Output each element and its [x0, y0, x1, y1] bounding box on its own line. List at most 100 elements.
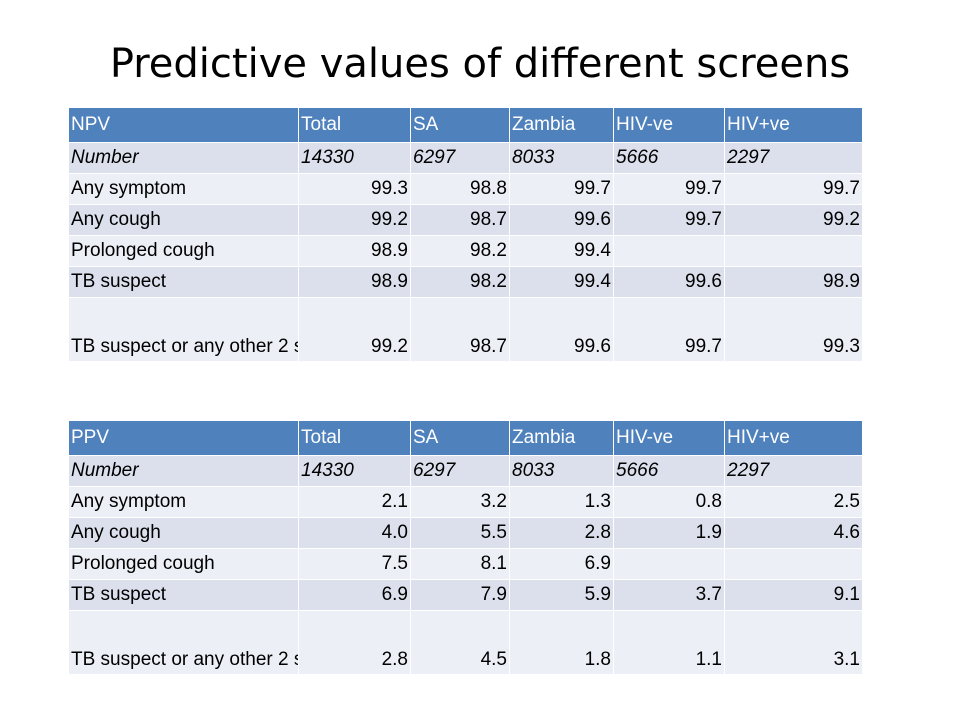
- table-cell: 99.3: [298, 173, 411, 205]
- row-label: TB suspect: [68, 266, 299, 298]
- table-header-row: PPV Total SA Zambia HIV-ve HIV+ve: [68, 420, 863, 456]
- table-cell: 99.2: [298, 297, 411, 362]
- table-cell: 4.6: [724, 517, 863, 549]
- table-cell: 14330: [298, 455, 411, 487]
- column-header: HIV+ve: [724, 107, 863, 143]
- column-header: HIV-ve: [613, 420, 725, 456]
- table-row: Any cough 99.2 98.7 99.6 99.7 99.2: [68, 204, 863, 236]
- column-header: SA: [410, 420, 510, 456]
- table-cell: 6.9: [509, 548, 614, 580]
- table-cell: 3.2: [410, 486, 510, 518]
- table-cell: 98.9: [298, 235, 411, 267]
- column-header: Total: [298, 107, 411, 143]
- table-cell: 1.1: [613, 610, 725, 675]
- table-cell: 3.1: [724, 610, 863, 675]
- table-cell: 98.8: [410, 173, 510, 205]
- table-cell: 4.5: [410, 610, 510, 675]
- table-cell: [613, 548, 725, 580]
- column-header: PPV: [68, 420, 299, 456]
- table-cell: 99.2: [298, 204, 411, 236]
- table-cell: 99.6: [509, 204, 614, 236]
- table-cell: 98.9: [298, 266, 411, 298]
- table-cell: 0.8: [613, 486, 725, 518]
- table-cell: 14330: [298, 142, 411, 174]
- row-label: Number: [68, 455, 299, 487]
- row-label: Number: [68, 142, 299, 174]
- table-cell: 5.9: [509, 579, 614, 611]
- table-cell: 99.4: [509, 266, 614, 298]
- table-row: TB suspect or any other 2 symptoms2.84.5…: [68, 610, 863, 675]
- table-cell: 99.7: [613, 173, 725, 205]
- table-cell: 1.3: [509, 486, 614, 518]
- table-cell: 99.7: [613, 297, 725, 362]
- table-cell: 98.9: [724, 266, 863, 298]
- column-header: SA: [410, 107, 510, 143]
- table-cell: 1.8: [509, 610, 614, 675]
- table-cell: [724, 235, 863, 267]
- number-row: Number 14330 6297 8033 5666 2297: [68, 455, 863, 487]
- npv-table: NPV Total SA Zambia HIV-ve HIV+ve Number 14330 6…: [68, 107, 863, 362]
- row-label: Any cough: [68, 517, 299, 549]
- table-cell: 2.8: [298, 610, 411, 675]
- column-header: Total: [298, 420, 411, 456]
- table-cell: 5666: [613, 142, 725, 174]
- table-cell: 99.7: [724, 173, 863, 205]
- table-cell: 98.2: [410, 235, 510, 267]
- table-cell: 99.6: [613, 266, 725, 298]
- table-cell: 7.5: [298, 548, 411, 580]
- table-cell: 1.9: [613, 517, 725, 549]
- table-row: Any symptom 2.1 3.2 1.3 0.8 2.5: [68, 486, 863, 518]
- table-cell: 99.3: [724, 297, 863, 362]
- table-cell: 6297: [410, 455, 510, 487]
- row-label: Prolonged cough: [68, 548, 299, 580]
- table-row: Prolonged cough 7.5 8.1 6.9: [68, 548, 863, 580]
- table-row: Any cough 4.0 5.5 2.8 1.9 4.6: [68, 517, 863, 549]
- table-cell: 9.1: [724, 579, 863, 611]
- column-header: Zambia: [509, 107, 614, 143]
- row-label: Prolonged cough: [68, 235, 299, 267]
- table-cell: 2297: [724, 142, 863, 174]
- table-cell: 2.1: [298, 486, 411, 518]
- table-cell: 6297: [410, 142, 510, 174]
- page-title: Predictive values of different screens: [109, 41, 851, 87]
- table-cell: 98.2: [410, 266, 510, 298]
- table-cell: 8033: [509, 142, 614, 174]
- row-label: TB suspect: [68, 579, 299, 611]
- row-label: Any cough: [68, 204, 299, 236]
- table-cell: 99.6: [509, 297, 614, 362]
- table-cell: 7.9: [410, 579, 510, 611]
- table-header-row: NPV Total SA Zambia HIV-ve HIV+ve: [68, 107, 863, 143]
- table-cell: 99.4: [509, 235, 614, 267]
- column-header: Zambia: [509, 420, 614, 456]
- column-header: NPV: [68, 107, 299, 143]
- table-row: Any symptom 99.3 98.8 99.7 99.7 99.7: [68, 173, 863, 205]
- table-cell: 6.9: [298, 579, 411, 611]
- table-cell: 99.2: [724, 204, 863, 236]
- table-cell: 4.0: [298, 517, 411, 549]
- row-label: Any symptom: [68, 173, 299, 205]
- table-cell: 5666: [613, 455, 725, 487]
- row-label: TB suspect or any other 2 symptoms: [68, 297, 299, 362]
- table-cell: [613, 235, 725, 267]
- column-header: HIV+ve: [724, 420, 863, 456]
- number-row: Number 14330 6297 8033 5666 2297: [68, 142, 863, 174]
- column-header: HIV-ve: [613, 107, 725, 143]
- table-cell: 99.7: [509, 173, 614, 205]
- table-cell: 2.5: [724, 486, 863, 518]
- table-cell: 8033: [509, 455, 614, 487]
- row-label: TB suspect or any other 2 symptoms: [68, 610, 299, 675]
- row-label: Any symptom: [68, 486, 299, 518]
- table-cell: 3.7: [613, 579, 725, 611]
- table-cell: 8.1: [410, 548, 510, 580]
- table-row: TB suspect or any other 2 symptoms99.298…: [68, 297, 863, 362]
- table-cell: 99.7: [613, 204, 725, 236]
- table-row: TB suspect 6.9 7.9 5.9 3.7 9.1: [68, 579, 863, 611]
- ppv-table: PPV Total SA Zambia HIV-ve HIV+ve Number 14330 6…: [68, 420, 863, 675]
- table-cell: 98.7: [410, 297, 510, 362]
- table-cell: 2.8: [509, 517, 614, 549]
- table-row: TB suspect 98.9 98.2 99.4 99.6 98.9: [68, 266, 863, 298]
- table-cell: 2297: [724, 455, 863, 487]
- table-row: Prolonged cough 98.9 98.2 99.4: [68, 235, 863, 267]
- table-cell: 5.5: [410, 517, 510, 549]
- table-cell: 98.7: [410, 204, 510, 236]
